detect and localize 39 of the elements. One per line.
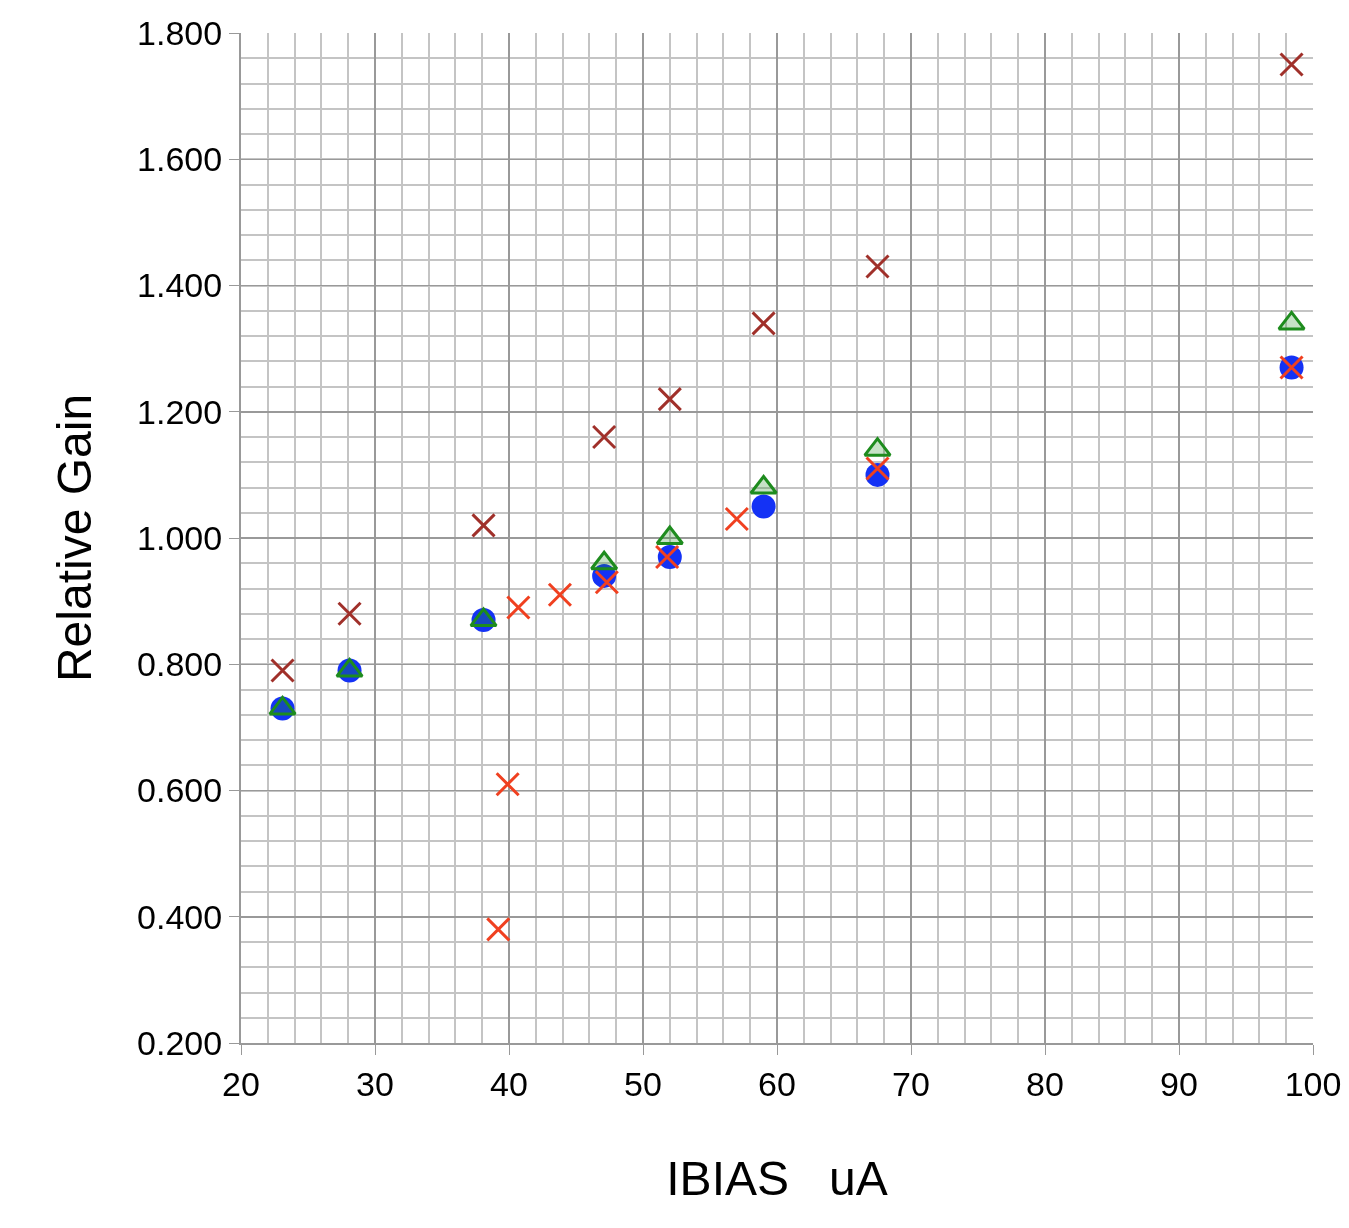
point: [485, 916, 511, 942]
x-tick-label: 100: [1284, 1064, 1342, 1103]
point: [270, 658, 296, 684]
x-tick-label: 50: [624, 1064, 662, 1103]
point: [724, 506, 750, 532]
y-tick-label: 1.000: [137, 518, 223, 557]
point: [505, 594, 531, 620]
x-axis-title: IBIAS uA: [666, 1152, 888, 1206]
point: [471, 608, 496, 633]
x-tick-label: 60: [758, 1064, 796, 1103]
point: [865, 456, 890, 482]
point: [547, 582, 573, 608]
point: [865, 254, 890, 280]
y-tick-label: 0.600: [137, 771, 223, 810]
x-tick-label: 80: [1026, 1064, 1064, 1103]
point: [1279, 52, 1305, 78]
point: [751, 494, 776, 519]
y-tick-label: 1.600: [137, 140, 223, 179]
y-tick-label: 0.200: [137, 1023, 223, 1062]
x-tick-label: 20: [222, 1064, 260, 1103]
point: [594, 569, 620, 595]
point: [591, 424, 617, 450]
x-tick-label: 40: [490, 1064, 528, 1103]
x-tick-label: 70: [892, 1064, 930, 1103]
y-tick-label: 0.800: [137, 645, 223, 684]
point: [337, 601, 363, 627]
y-tick-label: 0.400: [137, 897, 223, 936]
y-tick-label: 1.200: [137, 392, 223, 431]
y-tick-label: 1.800: [137, 13, 223, 52]
point: [270, 696, 295, 721]
point: [337, 658, 362, 683]
x-tick-label: 90: [1160, 1064, 1198, 1103]
point: [495, 771, 521, 797]
y-tick-label: 1.400: [137, 266, 223, 305]
x-tick-label: 30: [356, 1064, 394, 1103]
point: [657, 386, 683, 412]
point: [751, 310, 777, 336]
point: [471, 512, 497, 538]
y-axis-title: Relative Gain: [48, 393, 102, 683]
